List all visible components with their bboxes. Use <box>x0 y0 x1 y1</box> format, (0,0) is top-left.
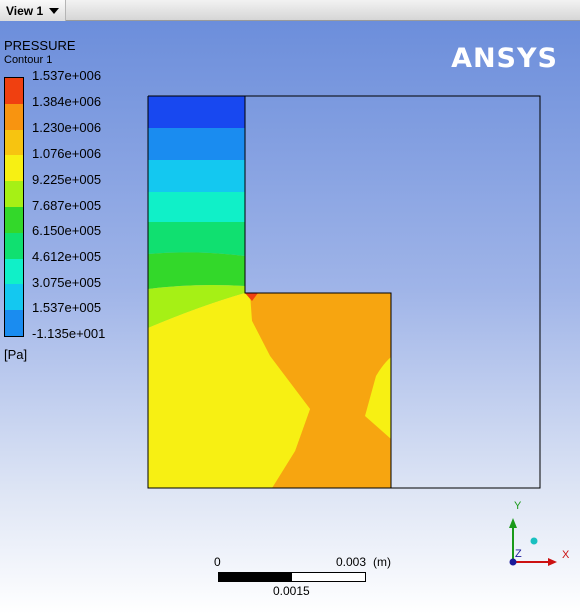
contour-band <box>148 96 245 128</box>
axis-y-label: Y <box>514 500 522 512</box>
legend-label: 9.225e+005 <box>32 172 102 187</box>
legend-title: PRESSURE <box>4 38 76 53</box>
legend-swatch <box>5 258 23 285</box>
legend-subtitle: Contour 1 <box>4 54 53 66</box>
legend-label: 1.537e+005 <box>32 300 102 315</box>
legend-label: 1.076e+006 <box>32 146 102 161</box>
legend-units: [Pa] <box>4 347 28 362</box>
contour-band <box>148 192 245 222</box>
legend-label: 3.075e+005 <box>32 275 102 290</box>
contour-band <box>245 293 258 301</box>
chevron-down-icon[interactable] <box>49 7 60 14</box>
view-titlebar: View 1 <box>0 0 580 21</box>
legend-swatch <box>5 155 23 182</box>
legend-label: 6.150e+005 <box>32 223 102 238</box>
contour-band <box>148 128 245 160</box>
contour-band <box>148 160 245 192</box>
legend-swatch <box>5 232 23 259</box>
legend-swatch <box>5 206 23 233</box>
legend-label: 7.687e+005 <box>32 198 102 213</box>
legend-swatch <box>5 103 23 130</box>
contour-band <box>148 222 245 256</box>
axis-z-label: Z <box>515 548 522 560</box>
legend-label: -1.135e+001 <box>32 326 106 341</box>
legend-color-bar <box>4 77 24 337</box>
legend-label: 1.384e+006 <box>32 94 102 109</box>
legend-swatch <box>5 310 23 336</box>
legend-label: 1.537e+006 <box>32 68 102 83</box>
ansys-logo: ANSYS <box>451 43 558 74</box>
view-tab-label: View 1 <box>6 3 44 18</box>
contour-band <box>250 293 391 488</box>
scale-zero-label: 0 <box>214 555 221 569</box>
contour-plot <box>147 95 557 566</box>
scale-max-label: 0.003 <box>336 555 367 569</box>
legend-swatch <box>5 181 23 207</box>
view-tab[interactable]: View 1 <box>0 0 67 21</box>
domain-outline <box>245 95 541 489</box>
axis-triad <box>509 518 557 566</box>
scale-unit-label: (m) <box>373 555 391 569</box>
contour-band <box>148 293 310 488</box>
legend-swatch <box>5 129 23 156</box>
legend-label: 4.612e+005 <box>32 249 102 264</box>
legend-swatch <box>5 284 23 311</box>
contour-band <box>148 252 245 289</box>
contour-band <box>148 285 245 328</box>
scale-bar <box>218 572 366 582</box>
scale-mid-label: 0.0015 <box>273 584 310 598</box>
graphics-viewport[interactable]: PRESSURE Contour 1 1.537e+006 1.384e+006… <box>0 21 580 614</box>
axis-x-label: X <box>562 549 570 561</box>
legend-label: 1.230e+006 <box>32 120 102 135</box>
fluid-domain-outline <box>147 95 392 489</box>
legend-swatch <box>5 78 23 104</box>
